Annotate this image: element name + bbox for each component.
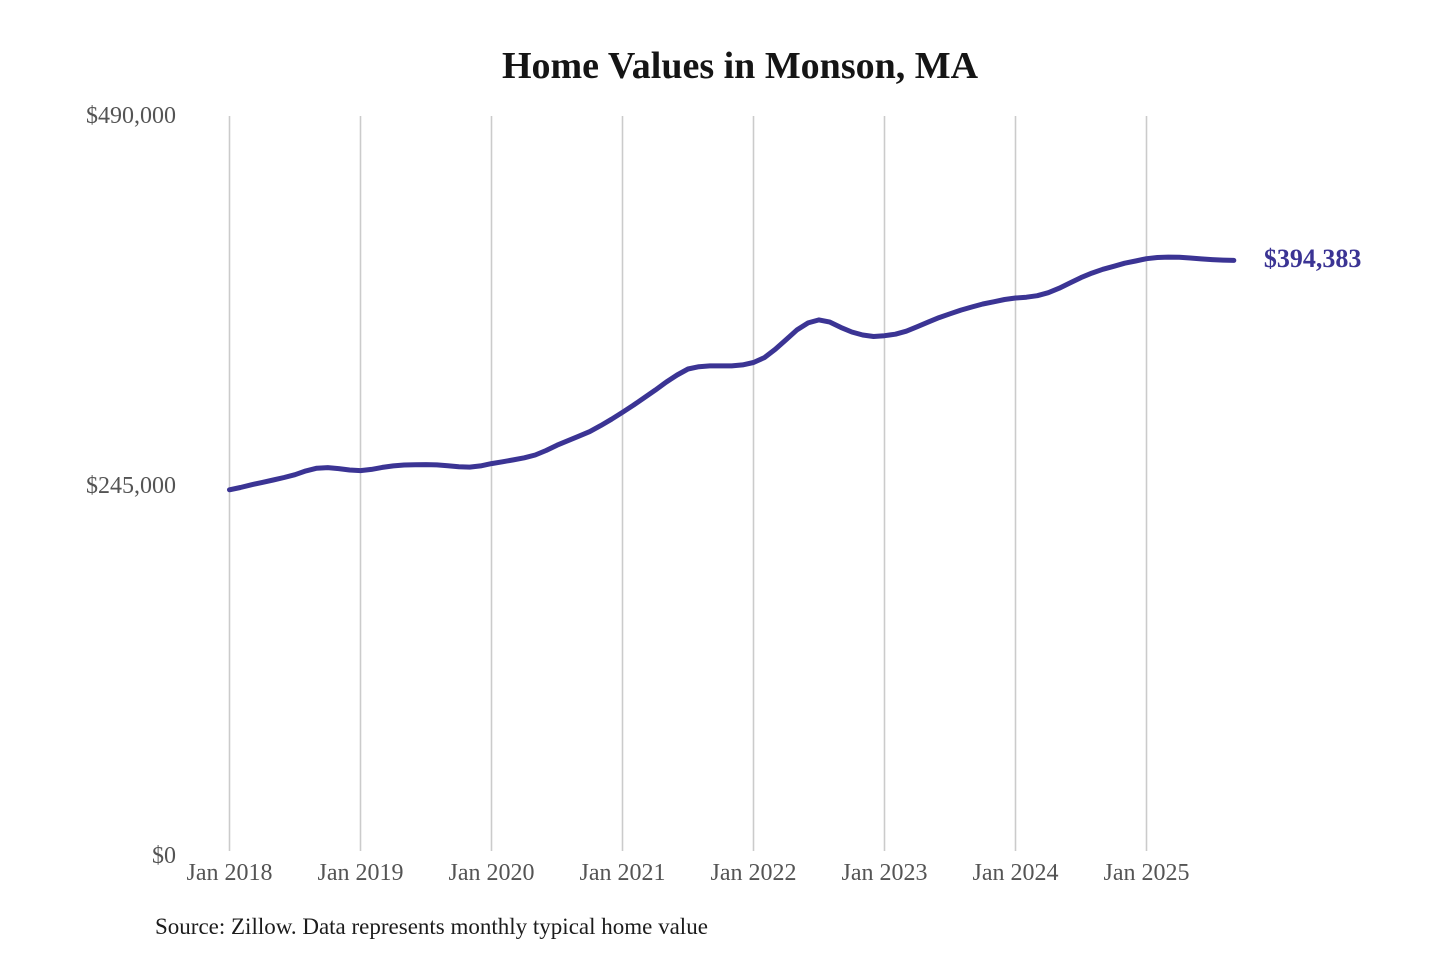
source-note: Source: Zillow. Data represents monthly …	[155, 914, 708, 939]
chart-title: Home Values in Monson, MA	[501, 45, 979, 87]
x-tick-label: Jan 2019	[317, 860, 404, 886]
x-tick-label: Jan 2022	[710, 860, 797, 886]
x-tick-label: Jan 2021	[579, 860, 666, 886]
latest-value-label: $394,383	[1263, 244, 1362, 274]
x-tick-label: Jan 2024	[972, 860, 1059, 886]
y-tick-label: $245,000	[86, 473, 176, 499]
y-tick-label: $490,000	[86, 103, 176, 129]
y-tick-label: $0	[152, 843, 176, 869]
x-tick-label: Jan 2018	[186, 860, 273, 886]
x-tick-label: Jan 2023	[841, 860, 928, 886]
x-tick-label: Jan 2025	[1103, 860, 1190, 886]
home-value-line	[227, 254, 1237, 493]
x-tick-label: Jan 2020	[448, 860, 535, 886]
